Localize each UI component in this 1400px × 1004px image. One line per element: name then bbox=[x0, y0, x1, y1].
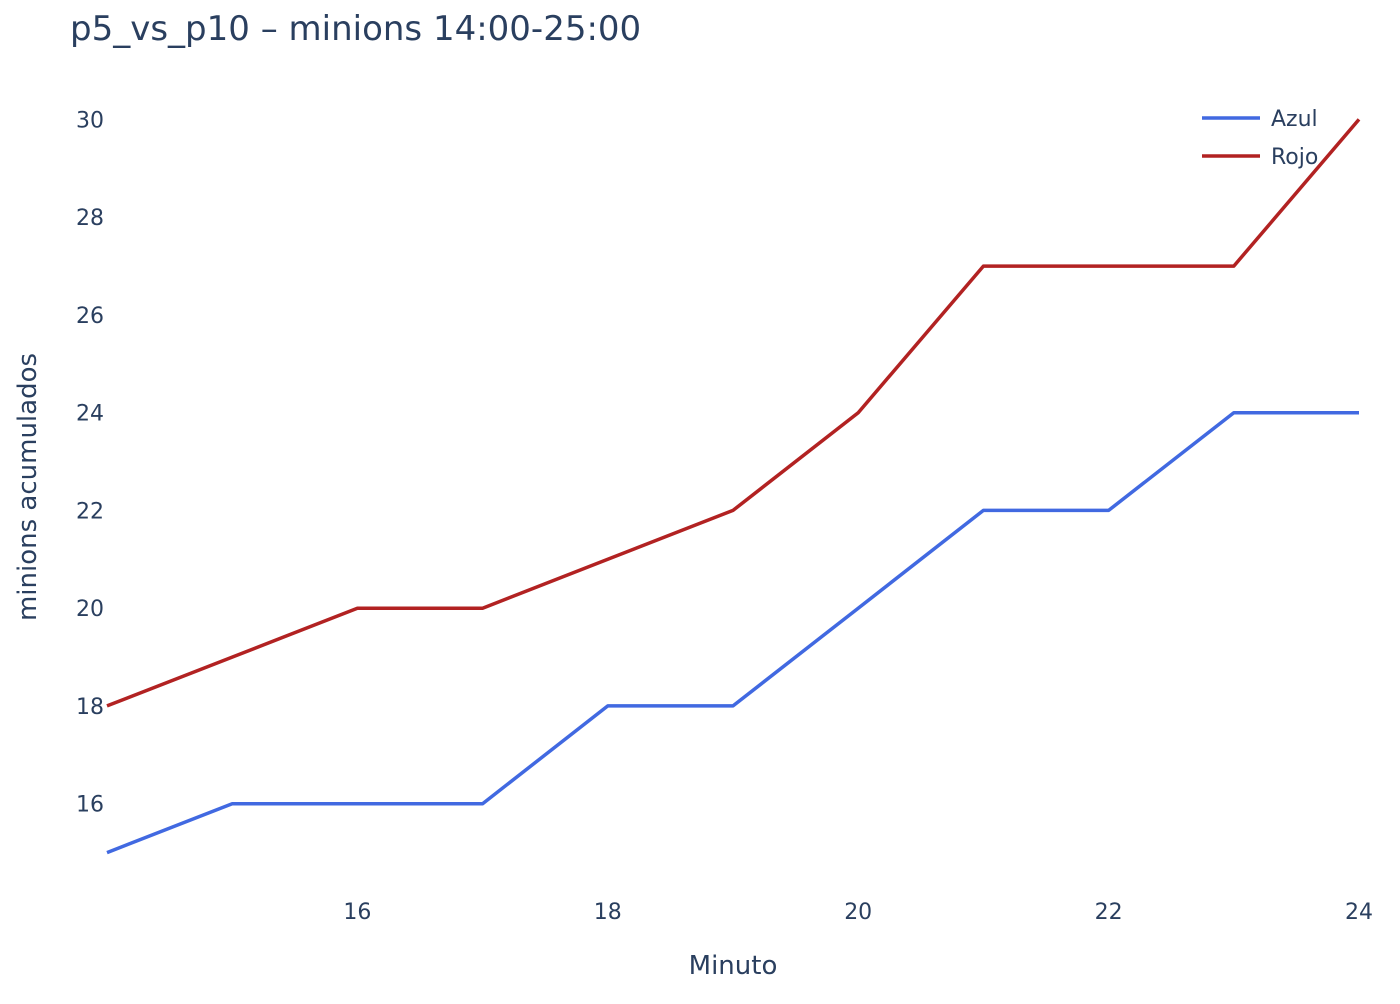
y-tick-label: 22 bbox=[76, 499, 104, 524]
series-line-azul bbox=[106, 410, 1359, 855]
x-tick-label: 18 bbox=[594, 900, 622, 925]
y-tick-label: 24 bbox=[76, 402, 104, 427]
x-tick-label: 20 bbox=[844, 900, 872, 925]
y-tick-label: 30 bbox=[76, 108, 104, 133]
series-layer bbox=[106, 118, 1361, 855]
x-tick-label: 24 bbox=[1345, 900, 1373, 925]
x-tick-label: 16 bbox=[343, 900, 371, 925]
x-axis-title: Minuto bbox=[689, 951, 778, 981]
y-axis-title: minions acumulados bbox=[13, 353, 43, 621]
y-tick-label: 28 bbox=[76, 206, 104, 231]
x-tick-label: 22 bbox=[1095, 900, 1123, 925]
y-axis-ticks: 16 18 20 22 24 26 28 30 bbox=[76, 108, 104, 817]
legend-label-rojo: Rojo bbox=[1271, 145, 1318, 170]
legend-label-azul: Azul bbox=[1271, 107, 1318, 132]
y-tick-label: 16 bbox=[76, 793, 104, 818]
y-tick-label: 20 bbox=[76, 597, 104, 622]
legend: Azul Rojo bbox=[1202, 107, 1318, 170]
x-axis-ticks: 16 18 20 22 24 bbox=[343, 900, 1373, 925]
y-tick-label: 26 bbox=[76, 304, 104, 329]
series-line-rojo bbox=[106, 118, 1361, 708]
chart-title: p5_vs_p10 – minions 14:00-25:00 bbox=[70, 9, 641, 49]
y-tick-label: 18 bbox=[76, 695, 104, 720]
